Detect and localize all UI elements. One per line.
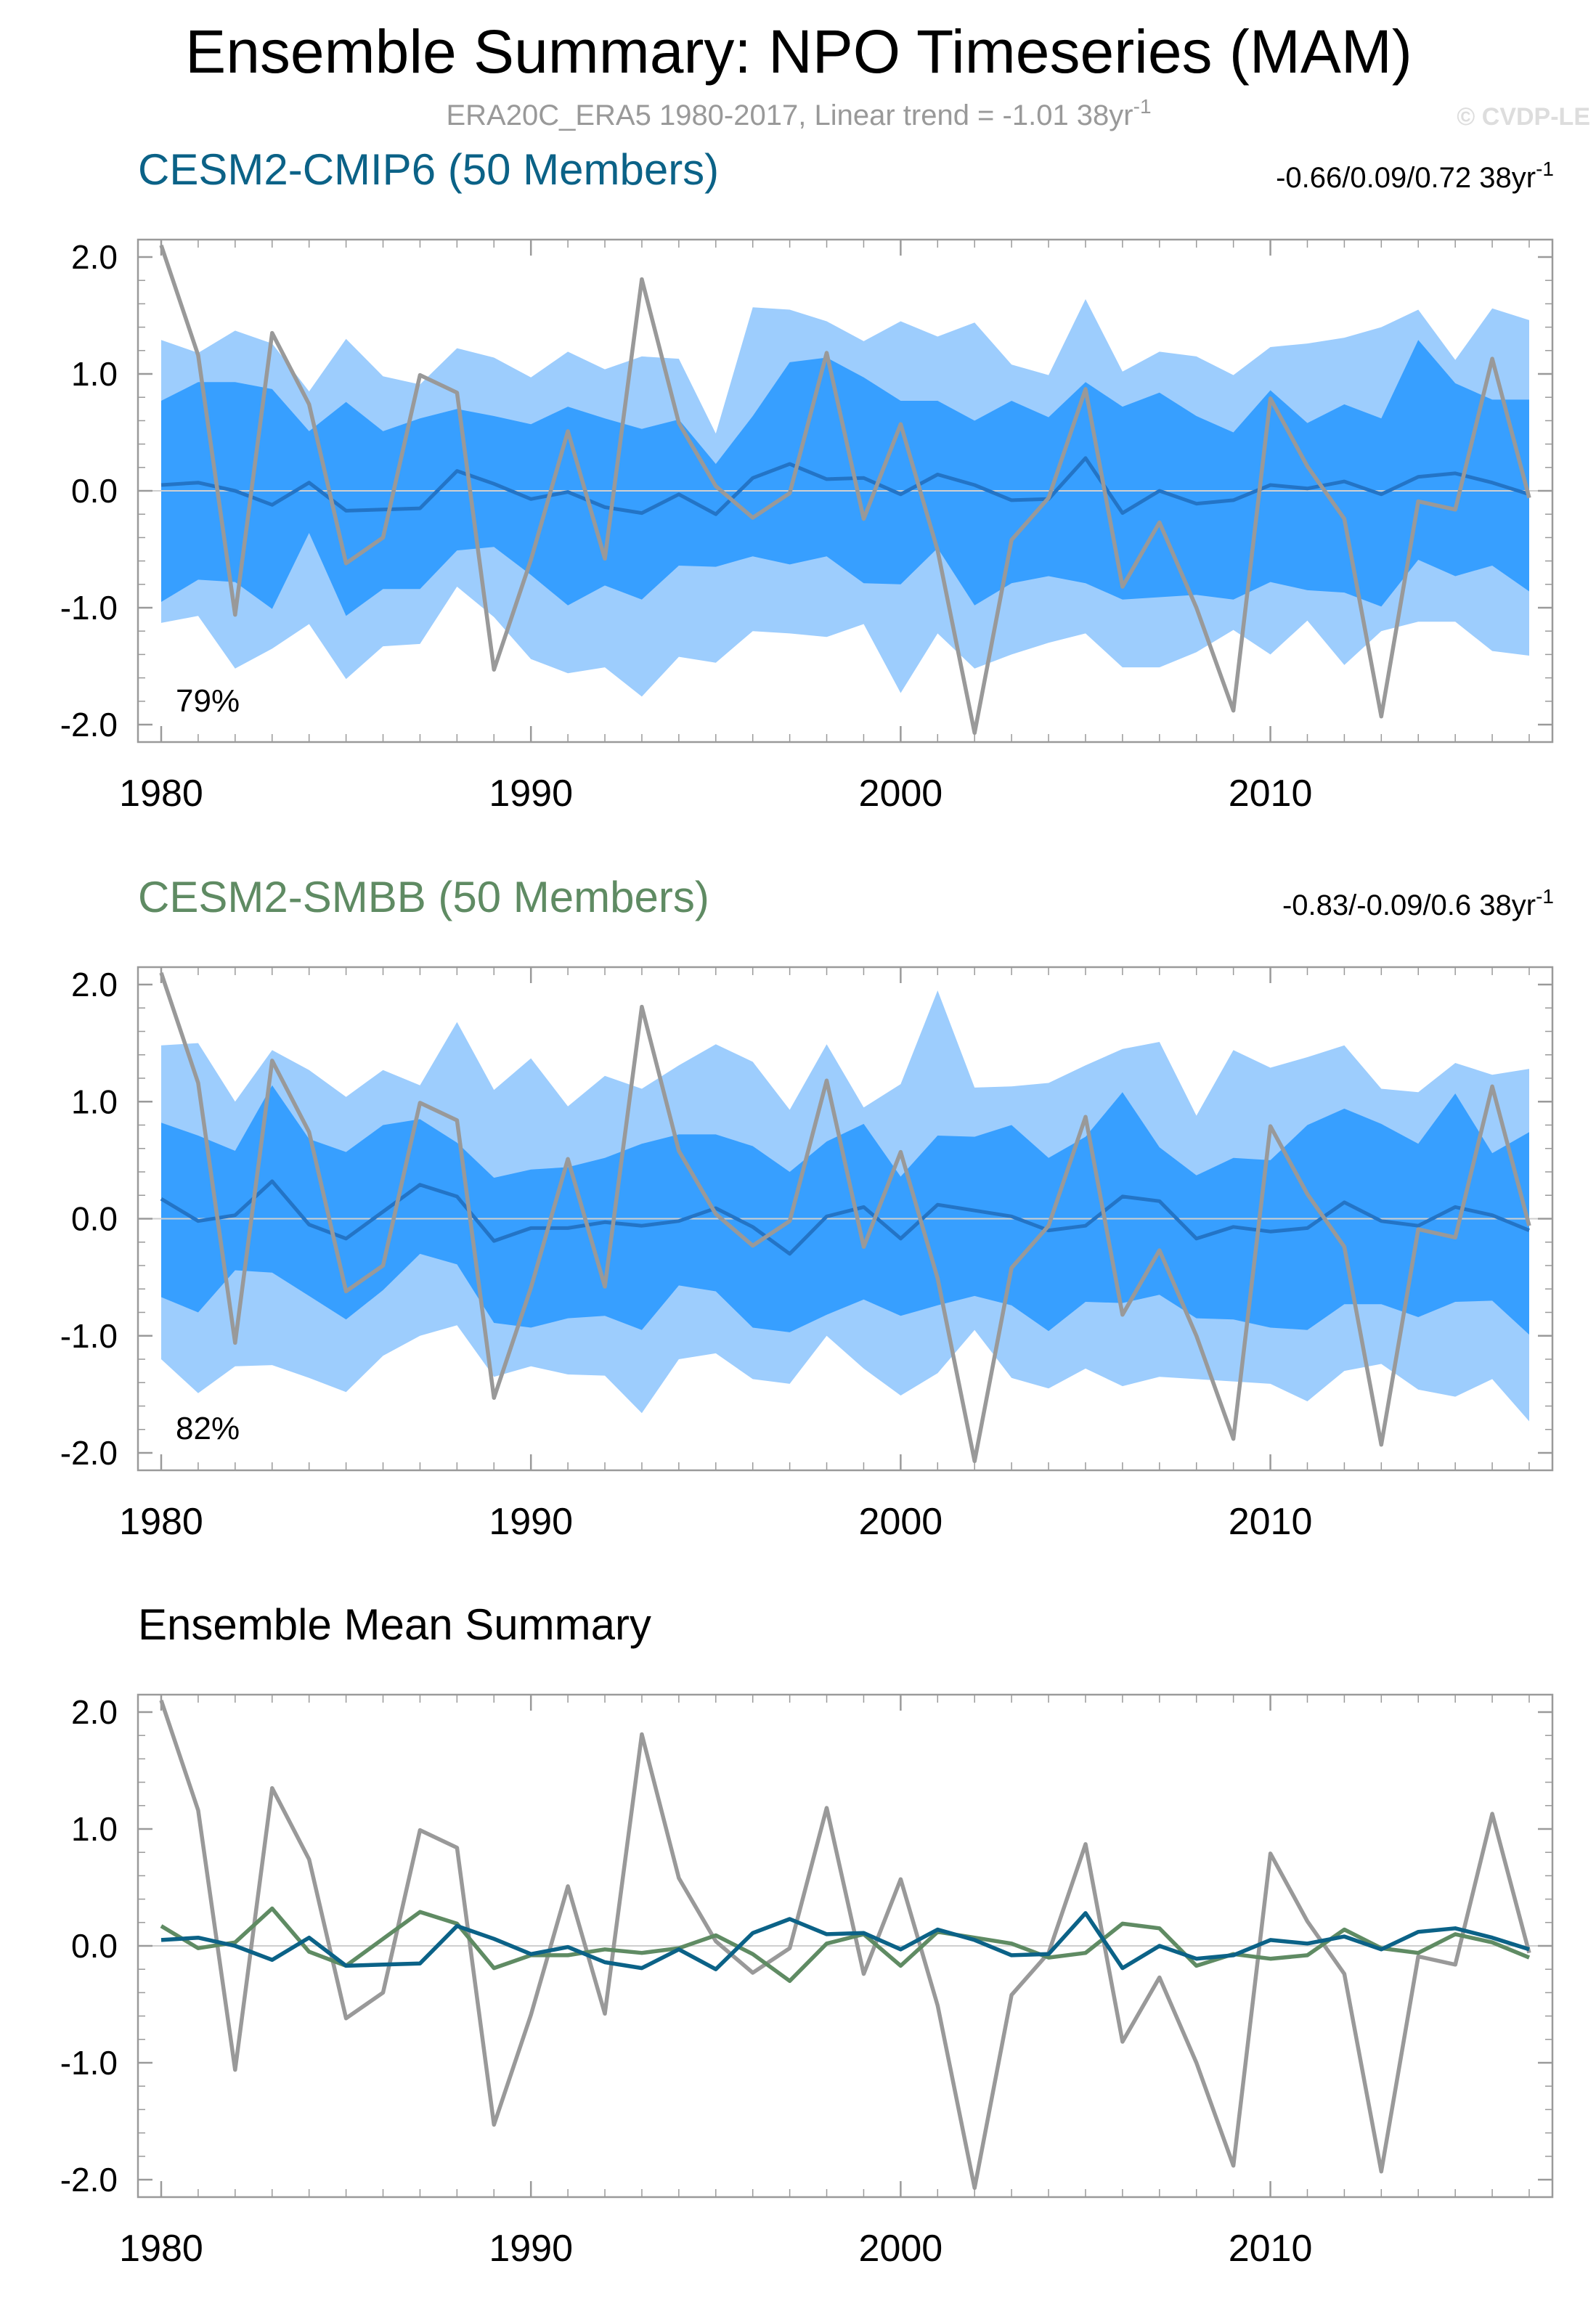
watermark: © CVDP-LE — [1457, 103, 1590, 131]
trend-superscript: -1 — [1536, 158, 1554, 180]
observation-line — [159, 972, 1531, 1464]
ensemble-mean-line — [160, 1179, 1530, 1256]
y-tick-label: 1.0 — [71, 1810, 118, 1848]
y-tick-label: 0.0 — [71, 472, 118, 510]
trend-text: -0.83/-0.09/0.6 38yr — [1282, 889, 1536, 921]
y-tick-label: 1.0 — [71, 355, 118, 393]
trend-text: -0.66/0.09/0.72 38yr — [1276, 162, 1536, 194]
x-tick-label: 2010 — [1229, 773, 1313, 815]
x-tick-label: 2000 — [859, 773, 943, 815]
x-tick-label: 1980 — [119, 773, 203, 815]
y-tick-label: -1.0 — [60, 1317, 118, 1355]
x-tick-label: 1990 — [489, 2228, 573, 2270]
y-tick-label: -2.0 — [60, 2161, 118, 2199]
y-tick-label: -1.0 — [60, 2044, 118, 2082]
panel-title: CESM2-CMIP6 (50 Members) — [138, 145, 719, 194]
panel-title: CESM2-SMBB (50 Members) — [138, 873, 709, 921]
y-tick-label: 2.0 — [71, 238, 118, 276]
percent-label: 79% — [176, 683, 240, 719]
y-tick-label: 1.0 — [71, 1083, 118, 1120]
x-tick-label: 2010 — [1229, 2228, 1313, 2270]
y-tick-label: -2.0 — [60, 706, 118, 744]
x-tick-label: 1990 — [489, 1501, 573, 1543]
x-tick-label: 1980 — [119, 2228, 203, 2270]
figure-title: Ensemble Summary: NPO Timeseries (MAM) — [185, 17, 1412, 86]
subtitle-text: ERA20C_ERA5 1980-2017, Linear trend = -1… — [446, 99, 1133, 131]
x-tick-label: 2000 — [859, 2228, 943, 2270]
trend-superscript: -1 — [1536, 885, 1554, 908]
x-tick-label: 2000 — [859, 1501, 943, 1543]
y-tick-label: 0.0 — [71, 1927, 118, 1965]
y-tick-label: 2.0 — [71, 1693, 118, 1731]
x-tick-label: 1990 — [489, 773, 573, 815]
y-tick-label: -1.0 — [60, 589, 118, 627]
y-tick-label: 2.0 — [71, 966, 118, 1003]
observation-line — [159, 245, 1531, 736]
percent-label: 82% — [176, 1411, 240, 1446]
trend-label: -0.66/0.09/0.72 38yr-1 — [1276, 158, 1554, 194]
figure-subtitle: ERA20C_ERA5 1980-2017, Linear trend = -1… — [446, 95, 1151, 131]
panel-cesm2-smbb: CESM2-SMBB (50 Members) -0.83/-0.09/0.6 … — [60, 873, 1554, 1543]
panel-title: Ensemble Mean Summary — [138, 1600, 651, 1649]
x-tick-label: 2010 — [1229, 1501, 1313, 1543]
y-tick-label: 0.0 — [71, 1200, 118, 1238]
x-tick-label: 1980 — [119, 1501, 203, 1543]
subtitle-superscript: -1 — [1133, 95, 1152, 118]
panel-cesm2-cmip6: CESM2-CMIP6 (50 Members) -0.66/0.09/0.72… — [60, 145, 1554, 815]
y-tick-label: -2.0 — [60, 1434, 118, 1472]
smbb-mean-line — [160, 1906, 1531, 1984]
cmip6-mean-line — [160, 1911, 1530, 1971]
trend-label: -0.83/-0.09/0.6 38yr-1 — [1282, 885, 1554, 921]
panel-ensemble-mean-summary: Ensemble Mean Summary 2.01.00.0-1.0-2.01… — [60, 1600, 1554, 2270]
